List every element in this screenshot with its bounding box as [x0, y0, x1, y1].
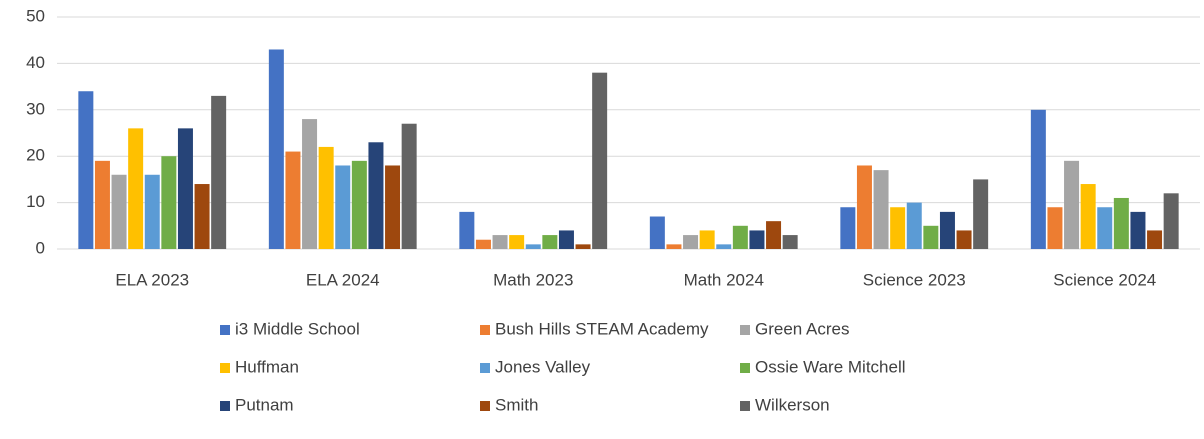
bar: [766, 221, 782, 249]
legend-swatch: [740, 325, 750, 335]
bar: [211, 95, 227, 249]
bar: [351, 160, 367, 249]
bar: [575, 244, 591, 249]
legend-label: Putnam: [235, 395, 294, 414]
bar: [285, 151, 301, 249]
bar: [649, 216, 665, 249]
bar: [525, 244, 541, 249]
legend-swatch: [220, 363, 230, 373]
y-tick-label: 40: [26, 53, 45, 72]
legend-label: Wilkerson: [755, 395, 830, 414]
bar: [683, 235, 699, 249]
y-tick-label: 30: [26, 99, 45, 118]
bar: [177, 128, 193, 249]
bar: [509, 235, 525, 249]
y-tick-label: 0: [36, 238, 45, 257]
bar: [873, 170, 889, 249]
bar: [542, 235, 558, 249]
x-tick-label: Math 2024: [684, 270, 764, 289]
bar: [732, 225, 748, 249]
bar: [592, 72, 608, 250]
bar: [459, 211, 475, 249]
x-tick-label: Math 2023: [493, 270, 573, 289]
bar: [956, 230, 972, 249]
bar: [94, 160, 110, 249]
bar: [302, 119, 318, 249]
bar: [1064, 160, 1080, 249]
bar: [1163, 193, 1179, 249]
bar: [161, 156, 177, 249]
bar: [856, 165, 872, 249]
bar: [939, 211, 955, 249]
bar: [492, 235, 508, 249]
bar: [128, 128, 144, 249]
legend-swatch: [480, 363, 490, 373]
bar: [890, 207, 906, 249]
bar: [144, 174, 160, 249]
bar: [699, 230, 715, 249]
bar: [475, 239, 491, 249]
bar: [268, 49, 284, 250]
bar: [716, 244, 732, 249]
bar: [368, 142, 384, 249]
bar: [401, 123, 417, 249]
legend-swatch: [740, 401, 750, 411]
legend-label: Bush Hills STEAM Academy: [495, 319, 709, 338]
x-tick-label: ELA 2023: [115, 270, 189, 289]
legend-label: Ossie Ware Mitchell: [755, 357, 906, 376]
legend-swatch: [480, 325, 490, 335]
bar: [385, 165, 401, 249]
legend-label: Huffman: [235, 357, 299, 376]
bar: [111, 174, 127, 249]
bar: [1080, 184, 1096, 249]
bar: [923, 225, 939, 249]
bar: [1147, 230, 1163, 249]
bar: [906, 202, 922, 249]
x-tick-label: Science 2023: [863, 270, 966, 289]
legend-swatch: [480, 401, 490, 411]
x-tick-label: ELA 2024: [306, 270, 380, 289]
legend-swatch: [220, 325, 230, 335]
bar: [1113, 197, 1129, 249]
y-tick-label: 50: [26, 6, 45, 25]
bar: [1130, 211, 1146, 249]
y-tick-label: 20: [26, 146, 45, 165]
legend-label: i3 Middle School: [235, 319, 360, 338]
bar: [1047, 207, 1063, 249]
bar: [749, 230, 765, 249]
legend-swatch: [220, 401, 230, 411]
bar: [666, 244, 682, 249]
legend-label: Green Acres: [755, 319, 850, 338]
bar: [318, 146, 334, 249]
bar: [782, 235, 798, 249]
bar: [335, 165, 351, 249]
y-tick-label: 10: [26, 192, 45, 211]
legend-label: Smith: [495, 395, 538, 414]
bar: [1030, 109, 1046, 249]
bar: [973, 179, 989, 249]
bar: [558, 230, 574, 249]
legend-swatch: [740, 363, 750, 373]
bar: [1097, 207, 1113, 249]
x-tick-label: Science 2024: [1053, 270, 1156, 289]
legend-label: Jones Valley: [495, 357, 591, 376]
bar: [78, 91, 94, 250]
bar: [194, 184, 210, 249]
bar: [840, 207, 856, 249]
